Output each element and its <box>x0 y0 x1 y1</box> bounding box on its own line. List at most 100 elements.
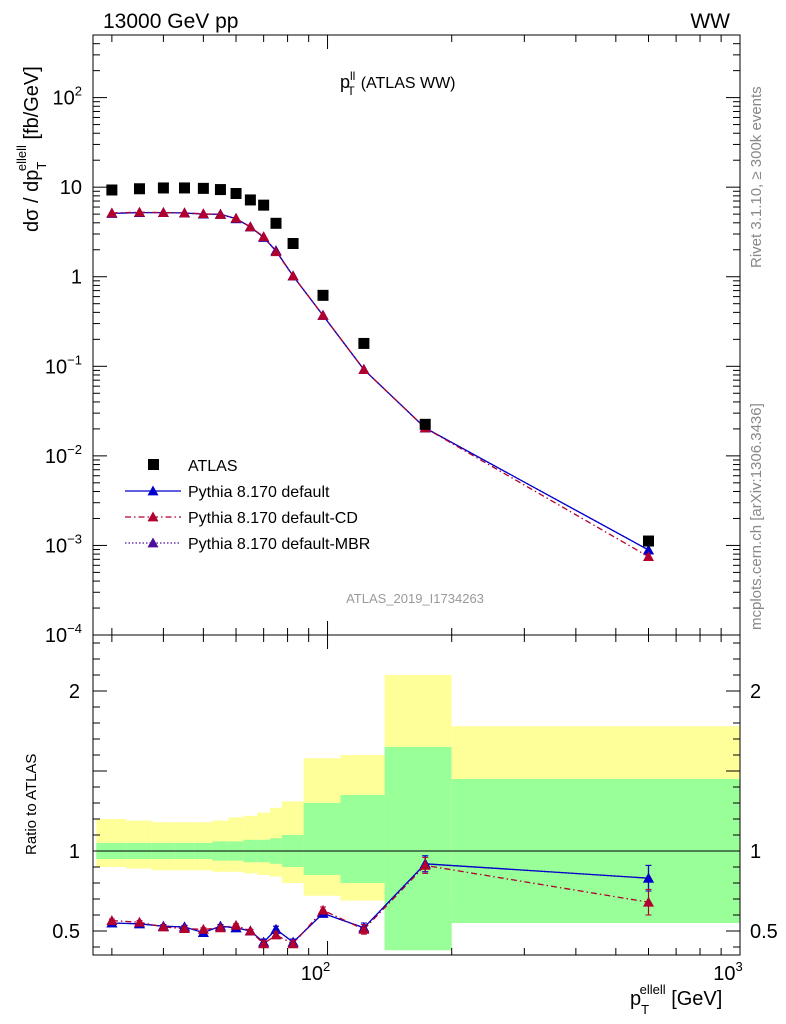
main-panel: pll T (ATLAS WW) dσ / dpTellell [fb/GeV] 1… <box>14 34 741 647</box>
main-series-point <box>179 207 191 218</box>
main-y-tick-label-exp: −1 <box>67 352 82 367</box>
legend-marker <box>147 511 159 522</box>
ratio-y-tick-label-right: 1 <box>750 841 761 863</box>
ylabel-sup: ellell <box>14 145 29 171</box>
main-y-tick-label-base: 10 <box>45 535 67 557</box>
main-series-point <box>358 364 370 374</box>
title-rest: (ATLAS WW) <box>361 75 456 92</box>
main-y-tick-label-exp: −2 <box>67 442 82 457</box>
plot-title: pll T (ATLAS WW) <box>340 69 456 98</box>
atlas-data-point <box>214 184 226 196</box>
side-label-top: Rivet 3.1.10, ≥ 300k events <box>748 86 765 268</box>
ratio-series-point <box>358 923 370 934</box>
main-series <box>106 182 654 562</box>
ylabel-part-a: dσ / dp <box>21 170 43 232</box>
legend-entry-label: Pythia 8.170 default-MBR <box>188 536 370 553</box>
main-y-tick-label-exp: −4 <box>67 621 82 636</box>
ratio-series-point <box>179 923 191 933</box>
main-y-tick-label-exp: −3 <box>67 531 82 546</box>
ratio-x-tick-label-exp: 3 <box>736 959 743 974</box>
ratio-series-point <box>642 896 654 907</box>
ratio-plot-frame <box>92 634 741 956</box>
legend-entry-label: Pythia 8.170 default <box>188 484 330 501</box>
main-series-point <box>258 231 270 242</box>
legend-marker <box>147 485 159 496</box>
ratio-series-point <box>214 922 226 933</box>
ratio-x-tick-label-base: 10 <box>713 963 735 985</box>
main-y-tick-label-base: 10 <box>45 356 67 378</box>
main-y-tick-label: 1 <box>71 267 82 289</box>
main-y-tick-label: 10−3 <box>45 531 82 557</box>
main-y-axis-label: dσ / dpTellell [fb/GeV] <box>14 66 49 232</box>
main-y-tick-label: 10−4 <box>45 621 82 647</box>
main-y-tick-label-base: 10 <box>45 625 67 647</box>
main-y-tick-label-base: 1 <box>71 267 82 289</box>
main-y-tick-label: 10−1 <box>45 352 82 378</box>
ratio-series-point <box>197 923 209 934</box>
title-sub: T <box>347 84 355 98</box>
main-series-point <box>214 209 226 219</box>
xlabel-part-b: [GeV] <box>666 988 723 1010</box>
main-series-point <box>317 309 329 320</box>
ratio-series-point <box>258 938 270 949</box>
ratio-series-point <box>317 904 329 915</box>
main-y-tick-label-base: 10 <box>45 446 67 468</box>
ratio-x-tick-label-exp: 2 <box>323 959 330 974</box>
main-y-tick-label-base: 10 <box>60 177 82 199</box>
atlas-data-point <box>230 187 242 199</box>
legend-atlas-marker <box>148 459 159 470</box>
atlas-data-point <box>419 418 431 430</box>
energy-label: 13000 GeV pp <box>103 10 238 33</box>
ratio-series-point <box>157 921 169 932</box>
ratio-band-inner <box>384 747 452 951</box>
ratio-x-axis-ticks: 102 103 <box>111 635 743 985</box>
ratio-series-point <box>244 925 256 936</box>
ratio-y-tick-label-left: 2 <box>69 681 80 703</box>
ratio-y-tick-label-left: 1 <box>69 841 80 863</box>
title-sup: ll <box>350 69 355 83</box>
ratio-series <box>106 855 654 949</box>
ratio-x-tick-label: 103 <box>713 959 742 985</box>
ratio-x-tick-label-base: 10 <box>301 963 323 985</box>
x-axis-label: pTellell [GeV] <box>630 982 722 1017</box>
ratio-band-inner <box>340 795 385 883</box>
ratio-y-axis-ticks: 0.5 0.5 1 1 2 2 <box>52 642 778 948</box>
atlas-data-point <box>258 199 270 211</box>
main-series-point <box>287 270 299 281</box>
atlas-data-point <box>133 183 145 195</box>
process-label: WW <box>690 10 730 33</box>
main-y-tick-label-base: 10 <box>53 88 75 110</box>
main-series-point <box>244 221 256 232</box>
ratio-series-point <box>106 915 118 925</box>
ratio-band-inner <box>303 803 341 875</box>
ratio-y-tick-label-right: 0.5 <box>750 921 778 943</box>
atlas-data-point <box>179 182 191 194</box>
main-series-point <box>106 207 118 218</box>
ylabel-sub: T <box>34 162 49 170</box>
main-series-point <box>230 212 242 223</box>
atlas-data-point <box>197 182 209 194</box>
main-y-tick-label: 10−2 <box>45 442 82 468</box>
ylabel-part-b: [fb/GeV] <box>21 66 43 145</box>
analysis-id: ATLAS_2019_I1734263 <box>346 591 484 606</box>
side-label-bottom: mcplots.cern.ch [arXiv:1306.3436] <box>748 403 765 630</box>
atlas-data-point <box>157 182 169 194</box>
legend-entry-label: ATLAS <box>188 458 238 475</box>
atlas-data-point <box>270 217 282 229</box>
legend: ATLAS Pythia 8.170 default Pythia 8.170 de… <box>125 458 370 553</box>
atlas-data-point <box>244 194 256 206</box>
legend-entry-label: Pythia 8.170 default-CD <box>188 510 358 527</box>
atlas-data-point <box>106 184 118 196</box>
ratio-series-point <box>287 938 299 949</box>
atlas-data-point <box>642 535 654 547</box>
ratio-y-tick-label-left: 0.5 <box>52 921 80 943</box>
main-y-tick-label: 102 <box>53 84 82 110</box>
ratio-x-tick-label: 102 <box>301 959 330 985</box>
atlas-data-point <box>287 238 299 250</box>
main-y-tick-label-exp: 2 <box>75 84 82 99</box>
main-y-tick-label: 10 <box>60 177 82 199</box>
ratio-series-point <box>270 929 282 940</box>
ratio-uncertainty-bands <box>96 675 740 951</box>
